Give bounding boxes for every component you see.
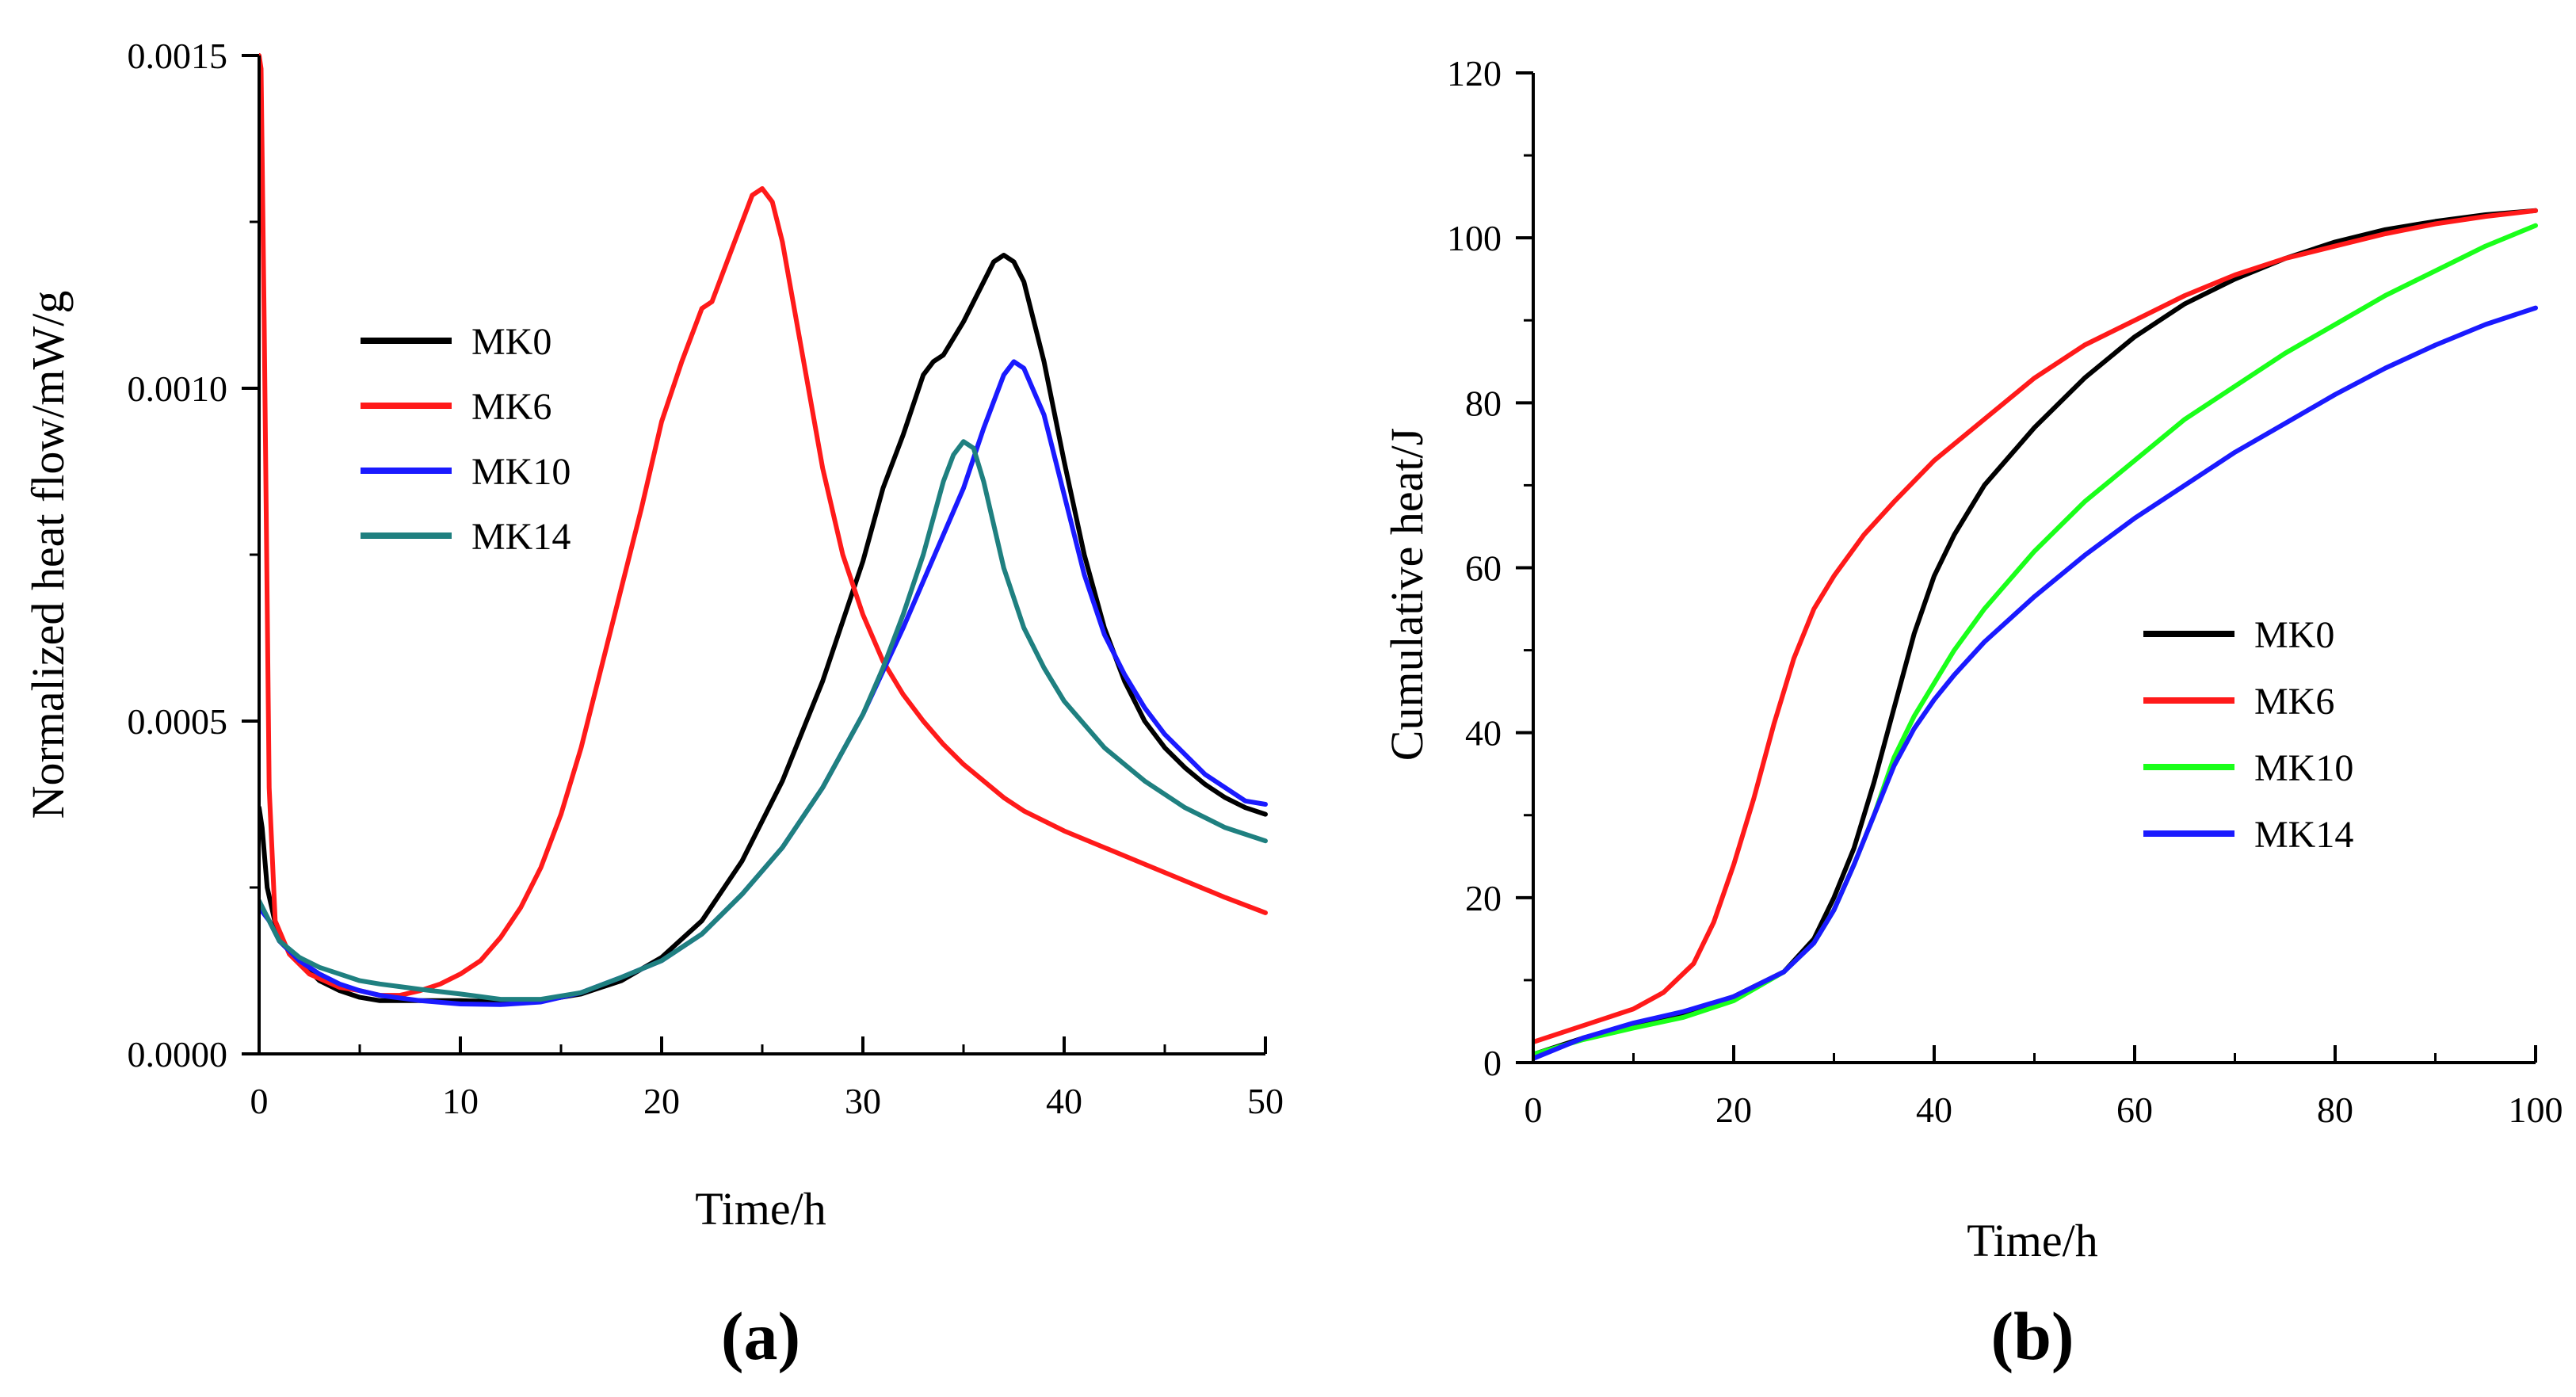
- y-axis-title-a: Normalized heat flow/mW/g: [22, 291, 74, 819]
- x-tick-label-b-1: 20: [1715, 1090, 1752, 1130]
- x-tick-label-b-2: 40: [1916, 1090, 1952, 1130]
- legend-label-mk0-a: MK0: [471, 321, 551, 363]
- y-tick-label-b-4: 80: [1465, 383, 1502, 423]
- legend-label-mk10-b: MK10: [2254, 747, 2353, 789]
- series-group-b: [1533, 208, 2538, 1061]
- series-line-mk14-a: [259, 439, 1268, 1002]
- y-tick-label-a-0: 0.0000: [128, 1034, 228, 1074]
- panel-caption-b: (b): [1990, 1298, 2074, 1374]
- x-axis-title-b: Time/h: [1967, 1215, 2097, 1266]
- y-axis-title-b: Cumulative heat/J: [1381, 428, 1433, 761]
- chart-panel-b: Cumulative heat/J Time/h (b) 0 20 40 60 80 10…: [1381, 53, 2563, 1374]
- legend-label-mk6-a: MK6: [471, 386, 551, 428]
- x-tick-label-a-4: 40: [1046, 1081, 1082, 1121]
- series-line-mk10-b: [1533, 223, 2538, 1057]
- x-tick-label-a-1: 10: [442, 1081, 479, 1121]
- y-tick-label-b-5: 100: [1447, 218, 1502, 258]
- x-tick-label-a-2: 20: [643, 1081, 680, 1121]
- legend-label-mk0-b: MK0: [2254, 614, 2334, 656]
- x-tick-label-a-0: 0: [250, 1081, 269, 1121]
- x-tick-label-a-5: 50: [1247, 1081, 1284, 1121]
- axes-b: [1532, 73, 2536, 1064]
- series-line-mk6-b: [1533, 208, 2538, 1044]
- series-group-a: [259, 53, 1268, 1007]
- series-line-mk14-b: [1533, 305, 2538, 1061]
- x-tick-label-b-3: 60: [2116, 1090, 2153, 1130]
- y-tick-label-b-1: 20: [1465, 878, 1502, 918]
- y-tick-label-b-0: 0: [1483, 1043, 1502, 1083]
- tick-group-b: 0 20 40 60 80 100 0 20 40 60 80 100 120: [1447, 53, 2563, 1130]
- legend-label-mk6-b: MK6: [2254, 681, 2334, 723]
- axes-a: [258, 55, 1265, 1055]
- y-tick-label-b-2: 40: [1465, 713, 1502, 754]
- chart-panel-a: Normalized heat flow/mW/g Time/h (a) 0 10…: [22, 36, 1284, 1374]
- y-tick-label-b-6: 120: [1447, 53, 1502, 94]
- legend-b: MK0 MK6 MK10 MK14: [2143, 614, 2353, 856]
- x-axis-title-a: Time/h: [695, 1183, 826, 1235]
- y-tick-label-a-3: 0.0015: [128, 36, 228, 76]
- x-tick-label-a-3: 30: [845, 1081, 881, 1121]
- x-tick-label-b-0: 0: [1525, 1090, 1543, 1130]
- legend-label-mk14-a: MK14: [471, 516, 571, 558]
- legend-label-mk14-b: MK14: [2254, 814, 2353, 856]
- x-tick-label-b-5: 100: [2509, 1090, 2563, 1130]
- legend-a: MK0 MK6 MK10 MK14: [361, 321, 571, 558]
- panel-caption-a: (a): [721, 1298, 800, 1374]
- x-tick-label-b-4: 80: [2317, 1090, 2353, 1130]
- y-tick-label-a-2: 0.0010: [128, 368, 228, 409]
- y-tick-label-a-1: 0.0005: [128, 701, 228, 742]
- y-tick-label-b-3: 60: [1465, 548, 1502, 589]
- legend-label-mk10-a: MK10: [471, 451, 571, 493]
